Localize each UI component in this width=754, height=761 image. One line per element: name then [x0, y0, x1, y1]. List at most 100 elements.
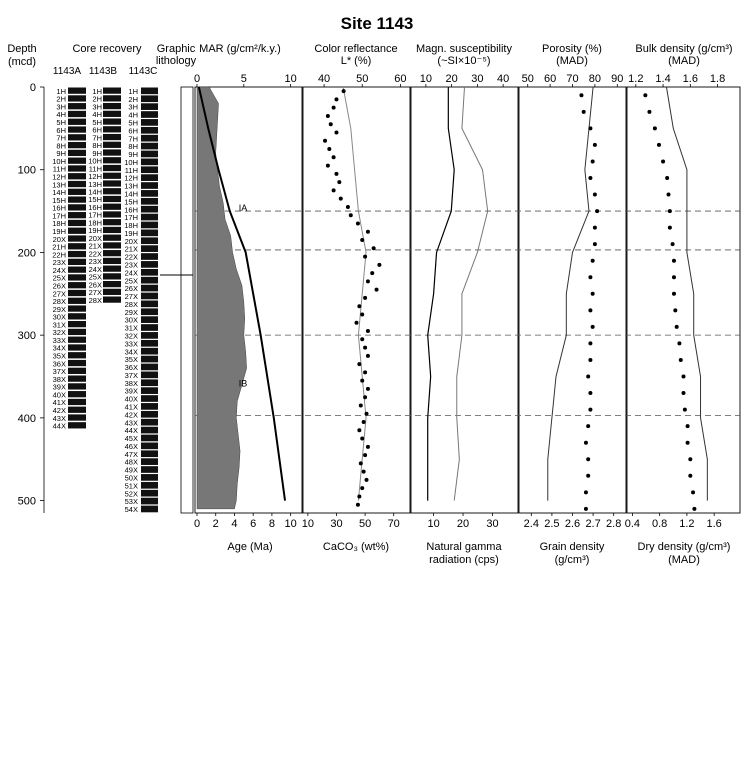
ngr-label-2: radiation (cps): [429, 554, 499, 566]
porosity-point: [583, 490, 588, 495]
core-bar: [103, 149, 121, 156]
core-bar: [68, 157, 86, 164]
porosity-point: [583, 440, 588, 445]
bulk-point: [671, 291, 676, 296]
caco3-point: [360, 337, 365, 342]
core-label: 28X: [125, 300, 138, 309]
bulk-axis-tick-label: 1.6: [683, 73, 698, 85]
core-label: 8H: [56, 141, 66, 150]
core-label: 33X: [125, 339, 138, 348]
core-label: 38X: [53, 375, 66, 384]
caco3-point: [331, 155, 336, 160]
core-bar: [103, 118, 121, 125]
core-bar: [141, 111, 158, 118]
core-bar: [141, 197, 158, 205]
bulk-axis-tick-label: 1.2: [628, 73, 643, 85]
caco3-point: [348, 213, 353, 218]
caco3-label: CaCO₃ (wt%): [323, 541, 389, 553]
core-label: 8H: [128, 142, 138, 151]
mar-axis-tick-label: 5: [241, 73, 247, 85]
core-label: 10H: [52, 157, 66, 166]
core-label: 43X: [53, 414, 66, 423]
core-label: 1H: [56, 87, 66, 96]
depth-tick-label: 0: [30, 82, 36, 94]
core-label: 31X: [53, 320, 66, 329]
age-axis-tick-label: 4: [231, 518, 237, 530]
core-label: 29X: [53, 305, 66, 314]
core-bar: [141, 292, 158, 300]
core-label: 15H: [88, 195, 102, 204]
porosity-axis-tick-label: 60: [544, 73, 556, 85]
core-bar: [68, 188, 86, 195]
porosity-point: [588, 275, 593, 280]
ms-axis-tick-label: 20: [446, 73, 458, 85]
grain-axis-tick-label: 2.8: [606, 518, 621, 530]
graphic-lithology-column: [160, 86, 194, 514]
core-bar: [141, 497, 158, 505]
ms-axis-tick-label: 40: [497, 73, 509, 85]
bulk-point: [667, 225, 672, 230]
ms-line: [453, 86, 489, 501]
bulk-point: [665, 175, 670, 180]
bulk-point: [670, 242, 675, 247]
caco3-point: [365, 229, 370, 234]
dry-label: Dry density (g/cm³): [638, 541, 731, 553]
porosity-point: [595, 209, 600, 214]
core-label: 5H: [56, 118, 66, 127]
core-label: 2H: [128, 95, 138, 104]
grain-axis-tick-label: 2.4: [524, 518, 539, 530]
core-label: 20X: [53, 235, 66, 244]
caco3-point: [363, 395, 368, 400]
core-bar: [68, 149, 86, 157]
core-label: 5H: [92, 118, 102, 127]
core-bar: [103, 234, 121, 241]
core-bar: [141, 332, 158, 339]
core-label: 38X: [125, 379, 138, 388]
core-bar: [141, 205, 158, 213]
core-label: 14H: [88, 187, 102, 196]
bulk-sublabel: (MAD): [668, 55, 700, 67]
core-label: 22H: [52, 250, 66, 259]
porosity-point: [586, 424, 591, 429]
grain-label-2: (g/cm³): [555, 554, 590, 566]
bulk-point: [674, 324, 679, 329]
core-bar: [103, 242, 121, 249]
core-recovery-columns: 1H2H3H4H5H6H7H8H9H10H11H12H13H14H15H16H1…: [52, 87, 158, 514]
core-bar: [68, 297, 86, 304]
core-label: 40X: [125, 395, 138, 404]
ngr-line: [427, 87, 455, 501]
porosity-point: [590, 159, 595, 164]
core-bar: [68, 141, 86, 149]
core-label: 40X: [53, 390, 66, 399]
caco3-point: [364, 411, 369, 416]
bulk-point: [667, 209, 672, 214]
porosity-point: [588, 391, 593, 396]
age-axis-tick-label: 8: [269, 518, 275, 530]
core-label: 37X: [125, 371, 138, 380]
caco3-point: [334, 171, 339, 176]
core-bar: [141, 276, 158, 284]
core-label: 37X: [53, 367, 66, 376]
bulk-point: [661, 159, 666, 164]
bulk-point: [692, 506, 697, 511]
core-bar: [141, 95, 158, 103]
core-bar: [141, 284, 158, 292]
bulk-point: [666, 192, 671, 197]
color-sublabel: L* (%): [341, 55, 372, 67]
core-label: 25X: [53, 274, 66, 283]
core-bar: [103, 95, 121, 102]
core-bar: [103, 164, 121, 172]
core-bar: [103, 102, 121, 110]
core-bar: [141, 150, 158, 158]
ngr-axis-tick-label: 10: [427, 518, 439, 530]
core-label: 53X: [125, 497, 138, 506]
core-bar: [103, 188, 121, 195]
caco3-axis-tick-label: 50: [359, 518, 371, 530]
core-label: 45X: [125, 434, 138, 443]
bulk-point: [673, 308, 678, 313]
mar-area: [196, 86, 247, 510]
core-bar: [68, 352, 86, 359]
core-label: 52X: [125, 489, 138, 498]
hole-label: 1143A: [53, 66, 82, 77]
caco3-point: [355, 502, 360, 507]
